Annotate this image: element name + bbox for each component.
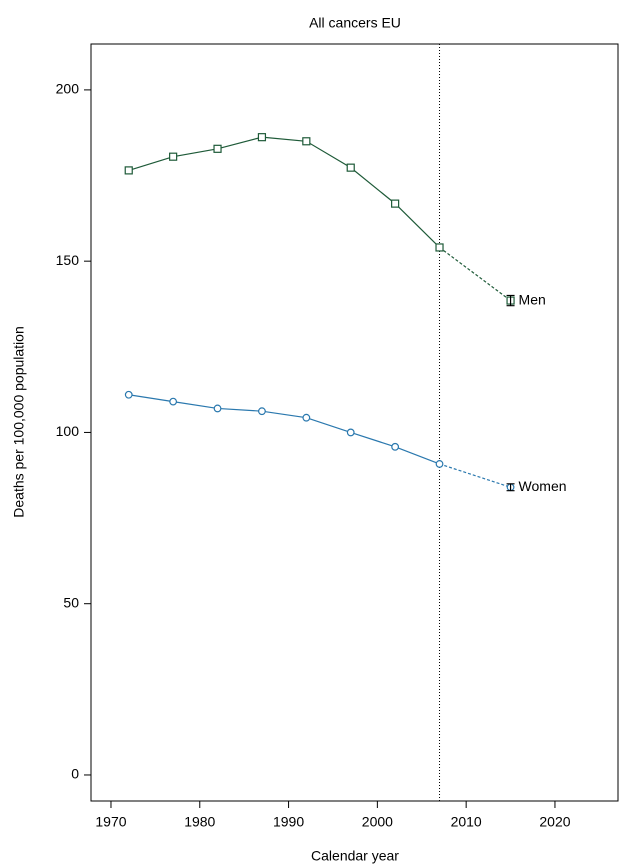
y-axis-label: Deaths per 100,000 population <box>11 326 27 517</box>
x-tick-label: 1980 <box>184 814 215 830</box>
marker <box>257 133 267 142</box>
marker <box>258 407 266 416</box>
marker <box>213 144 222 153</box>
x-tick-label: 1970 <box>95 814 126 830</box>
marker <box>346 428 355 437</box>
marker <box>124 166 133 175</box>
marker <box>169 152 178 161</box>
marker <box>391 442 400 451</box>
x-tick-label: 2020 <box>539 814 570 830</box>
marker <box>302 137 311 146</box>
marker <box>124 390 133 399</box>
chart-title: All cancers EU <box>309 15 401 31</box>
y-tick-label: 0 <box>71 766 79 782</box>
projection-line <box>439 246 511 302</box>
y-tick-label: 200 <box>56 81 80 97</box>
marker <box>213 404 222 413</box>
marker <box>391 199 400 208</box>
marker <box>435 460 444 468</box>
plot-frame <box>90 43 619 802</box>
marker <box>435 243 444 252</box>
x-tick-label: 2010 <box>451 814 482 830</box>
x-axis-label: Calendar year <box>311 848 399 864</box>
y-tick-label: 50 <box>63 594 79 610</box>
y-tick-label: 150 <box>56 252 80 268</box>
y-tick-label: 100 <box>56 423 80 439</box>
series-label: Men <box>519 291 546 307</box>
marker <box>302 413 311 422</box>
error-bar <box>506 483 515 492</box>
error-bar <box>506 294 515 307</box>
projection-line <box>439 463 511 488</box>
marker <box>169 397 178 406</box>
series-label: Women <box>519 478 567 494</box>
series-line <box>128 394 440 465</box>
x-tick-label: 1990 <box>273 814 304 830</box>
x-tick-label: 2000 <box>362 814 393 830</box>
marker <box>346 163 355 172</box>
series-line <box>128 136 440 248</box>
